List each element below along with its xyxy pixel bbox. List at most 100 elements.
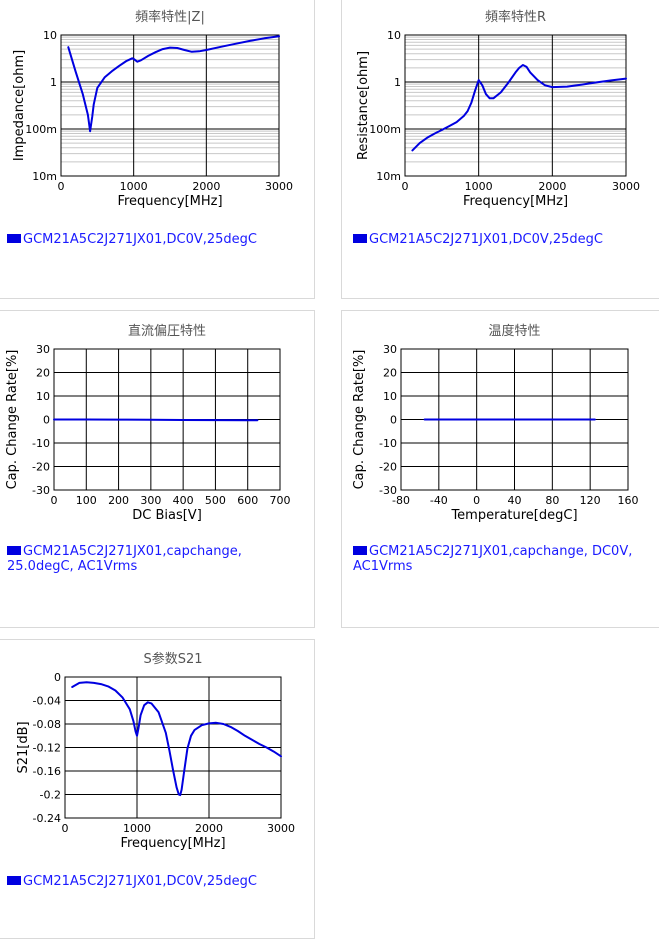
- chart-title: S参数S21: [143, 651, 202, 667]
- y-tick-label: -0.24: [33, 812, 61, 825]
- legend: GCM21A5C2J271JX01,DC0V,25degC: [7, 232, 257, 247]
- y-tick-label: 30: [383, 343, 397, 356]
- plot-frame: [64, 676, 282, 819]
- series-line: [53, 418, 259, 422]
- y-tick-label: -0.16: [33, 765, 61, 778]
- y-tick-label: -0.12: [33, 742, 61, 755]
- y-tick-label: 10: [383, 390, 397, 403]
- chart-title: 頻率特性R: [485, 9, 546, 25]
- y-tick-label: -0.08: [33, 718, 61, 731]
- x-tick-label: 3000: [265, 180, 293, 193]
- legend: GCM21A5C2J271JX01,capchange, DC0V, AC1Vr…: [353, 544, 632, 574]
- y-tick-label: -10: [32, 437, 50, 450]
- x-axis-label: Temperature[degC]: [450, 508, 577, 523]
- x-tick-label: -80: [392, 494, 410, 507]
- temperature-chart: -30 -20 -10 0 10 20 30 -80 -40 0 40 80 120 160 温度特性 Tem…: [352, 323, 639, 523]
- plot-frame: [400, 348, 629, 491]
- x-tick-label: 3000: [612, 180, 640, 193]
- x-tick-label: 2000: [195, 822, 223, 835]
- x-tick-label: 80: [545, 494, 559, 507]
- y-tick-label: 10: [43, 29, 57, 42]
- legend: GCM21A5C2J271JX01,DC0V,25degC: [7, 874, 257, 889]
- y-axis-label: Impedance[ohm]: [12, 50, 27, 161]
- legend-swatch: [7, 546, 21, 555]
- x-tick-label: 300: [140, 494, 161, 507]
- y-tick-label: 20: [383, 367, 397, 380]
- x-tick-label: 200: [108, 494, 129, 507]
- y-axis-label: S21[dB]: [16, 721, 31, 773]
- y-tick-label: 10m: [32, 170, 57, 183]
- y-tick-label: -30: [32, 484, 50, 497]
- y-axis-label: Resistance[ohm]: [356, 51, 371, 160]
- x-tick-label: 40: [508, 494, 522, 507]
- panel-impedance: 10m 100m 1 10 0 1000 2000 3000 頻率特性|Z| Frequency[…: [0, 0, 315, 299]
- y-tick-label: -30: [379, 484, 397, 497]
- impedance-chart: 10m 100m 1 10 0 1000 2000 3000 頻率特性|Z| Frequency[…: [12, 9, 293, 209]
- plot-frame: [404, 34, 627, 177]
- y-tick-label: 30: [36, 343, 50, 356]
- y-tick-label: 10: [387, 29, 401, 42]
- legend-label: GCM21A5C2J271JX01,capchange, DC0V, AC1Vr…: [353, 544, 633, 574]
- y-tick-label: 0: [54, 671, 61, 684]
- chart-title: 直流偏圧特性: [128, 324, 206, 339]
- x-tick-label: 500: [205, 494, 226, 507]
- x-tick-label: 0: [473, 494, 480, 507]
- y-axis-label: Cap. Change Rate[%]: [352, 350, 367, 490]
- panel-dc-bias: -30 -20 -10 0 10 20 30 0 100 200 300 400 500 600 700 直流…: [0, 310, 315, 628]
- legend-label: GCM21A5C2J271JX01,capchange, 25.0degC, A…: [7, 544, 242, 574]
- legend: GCM21A5C2J271JX01,capchange, 25.0degC, A…: [7, 544, 242, 574]
- series-line: [71, 681, 282, 797]
- x-tick-label: 100: [76, 494, 97, 507]
- x-tick-label: 120: [580, 494, 601, 507]
- x-tick-label: 0: [62, 822, 69, 835]
- x-tick-label: 1000: [120, 180, 148, 193]
- x-tick-label: 0: [51, 494, 58, 507]
- y-tick-label: 0: [43, 414, 50, 427]
- x-tick-label: 2000: [192, 180, 220, 193]
- y-tick-label: 10m: [376, 170, 401, 183]
- x-tick-label: 400: [173, 494, 194, 507]
- y-tick-label: -0.2: [40, 789, 61, 802]
- x-tick-label: 700: [270, 494, 291, 507]
- x-axis-label: Frequency[MHz]: [463, 194, 568, 209]
- x-tick-label: 3000: [267, 822, 295, 835]
- series-line: [411, 64, 627, 152]
- series-line: [67, 35, 280, 133]
- panel-s21: -0.24 -0.2 -0.16 -0.12 -0.08 -0.04 0 0 1000 2000 3…: [0, 639, 315, 939]
- legend-label: GCM21A5C2J271JX01,DC0V,25degC: [23, 874, 257, 889]
- plot-frame: [60, 34, 280, 177]
- x-tick-label: 160: [618, 494, 639, 507]
- x-axis-label: Frequency[MHz]: [120, 836, 225, 851]
- y-tick-label: 1: [50, 76, 57, 89]
- chart-title: 頻率特性|Z|: [135, 9, 205, 25]
- y-tick-label: 100m: [25, 123, 57, 136]
- x-tick-label: 600: [237, 494, 258, 507]
- legend-swatch: [353, 546, 367, 555]
- y-tick-label: -20: [32, 461, 50, 474]
- x-tick-label: 0: [402, 180, 409, 193]
- legend-swatch: [7, 234, 21, 243]
- x-tick-label: 2000: [538, 180, 566, 193]
- legend-label: GCM21A5C2J271JX01,DC0V,25degC: [369, 232, 603, 247]
- y-tick-label: -10: [379, 437, 397, 450]
- panel-resistance: 10m 100m 1 10 0 1000 2000 3000 頻率特性R Frequency[MH…: [341, 0, 659, 299]
- x-tick-label: -40: [430, 494, 448, 507]
- legend-label: GCM21A5C2J271JX01,DC0V,25degC: [23, 232, 257, 247]
- y-tick-label: 100m: [369, 123, 401, 136]
- x-axis-label: Frequency[MHz]: [117, 194, 222, 209]
- x-tick-label: 1000: [465, 180, 493, 193]
- x-tick-label: 0: [58, 180, 65, 193]
- chart-title: 温度特性: [488, 323, 540, 339]
- y-tick-label: 0: [390, 414, 397, 427]
- y-tick-label: 10: [36, 390, 50, 403]
- legend-swatch: [353, 234, 367, 243]
- y-tick-label: 1: [394, 76, 401, 89]
- resistance-chart: 10m 100m 1 10 0 1000 2000 3000 頻率特性R Frequency[MH…: [356, 9, 640, 209]
- y-tick-label: 20: [36, 367, 50, 380]
- y-tick-label: -0.04: [33, 695, 61, 708]
- x-tick-label: 1000: [123, 822, 151, 835]
- x-axis-label: DC Bias[V]: [132, 508, 202, 523]
- legend: GCM21A5C2J271JX01,DC0V,25degC: [353, 232, 603, 247]
- y-axis-label: Cap. Change Rate[%]: [5, 350, 20, 490]
